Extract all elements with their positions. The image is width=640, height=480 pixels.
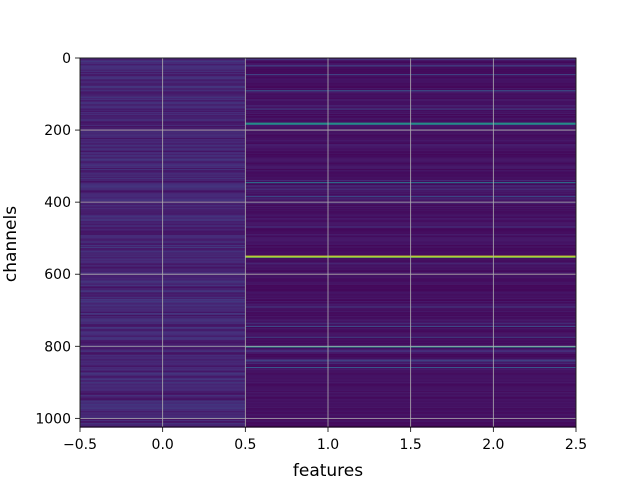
- plot-area: [79, 57, 577, 428]
- x-tick-label: 2.5: [565, 437, 587, 453]
- x-tick-label: −0.5: [63, 437, 97, 453]
- y-axis: 0 200 400 600 800 1000: [35, 51, 80, 427]
- y-tick-label: 200: [44, 123, 71, 139]
- x-axis-label: features: [293, 461, 363, 480]
- x-tick-label: 2.0: [482, 437, 504, 453]
- x-axis: −0.5 0.0 0.5 1.0 1.5 2.0 2.5: [63, 427, 587, 453]
- y-tick-label: 800: [44, 339, 71, 355]
- x-tick-label: 1.5: [400, 437, 422, 453]
- y-tick-label: 0: [62, 51, 71, 67]
- y-tick-label: 600: [44, 267, 71, 283]
- x-tick-label: 1.0: [317, 437, 339, 453]
- y-tick-label: 1000: [35, 411, 71, 427]
- x-tick-label: 0.5: [234, 437, 256, 453]
- y-tick-label: 400: [44, 195, 71, 211]
- y-axis-label: channels: [1, 206, 21, 282]
- x-tick-label: 0.0: [152, 437, 174, 453]
